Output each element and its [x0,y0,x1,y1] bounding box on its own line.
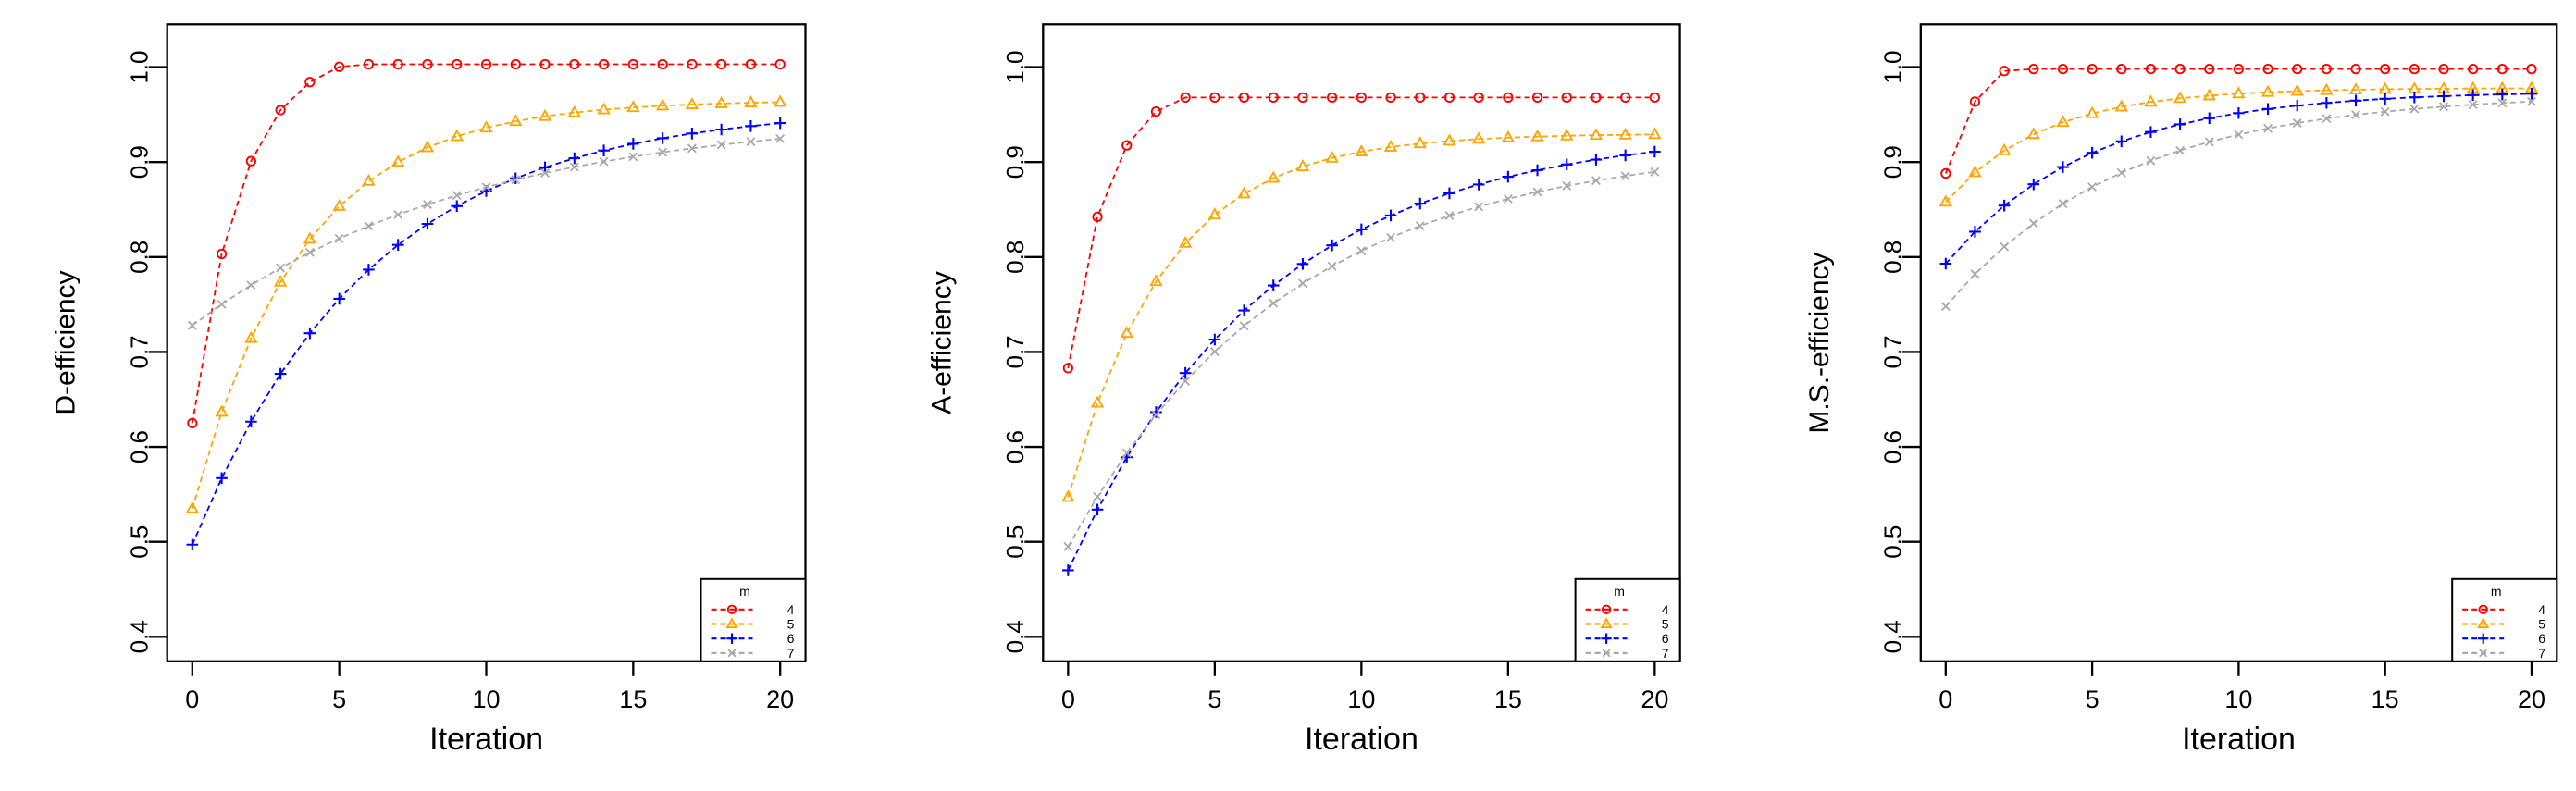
svg-text:0.8: 0.8 [126,241,154,274]
svg-text:10: 10 [1347,686,1375,713]
svg-text:0.9: 0.9 [1879,145,1907,179]
svg-text:5: 5 [2538,617,2545,632]
svg-text:m: m [1614,584,1625,599]
svg-text:15: 15 [619,686,647,713]
svg-text:0.6: 0.6 [126,430,154,463]
svg-text:0.7: 0.7 [126,335,154,368]
svg-text:20: 20 [1641,686,1668,713]
svg-text:1.0: 1.0 [1879,50,1907,83]
svg-text:7: 7 [2538,646,2545,661]
svg-text:5: 5 [332,686,346,713]
svg-text:6: 6 [787,631,795,646]
svg-text:m: m [2491,584,2502,599]
svg-text:0.8: 0.8 [1001,241,1029,274]
svg-text:A-efficiency: A-efficiency [926,271,957,414]
svg-text:5: 5 [1662,617,1669,632]
svg-text:D-efficiency: D-efficiency [51,270,81,414]
svg-text:0.9: 0.9 [126,145,154,179]
svg-text:0.4: 0.4 [1879,620,1907,653]
svg-text:Iteration: Iteration [429,722,543,757]
svg-text:20: 20 [2518,686,2545,713]
svg-text:4: 4 [2538,602,2545,617]
svg-text:0.6: 0.6 [1001,430,1029,463]
svg-text:7: 7 [1662,646,1669,661]
svg-text:15: 15 [1494,686,1522,713]
svg-text:0.7: 0.7 [1001,335,1029,368]
svg-text:0: 0 [185,686,199,713]
svg-text:0.4: 0.4 [126,620,154,653]
svg-text:0.5: 0.5 [126,525,154,559]
svg-text:Iteration: Iteration [2182,722,2296,757]
svg-text:10: 10 [2224,686,2252,713]
svg-text:6: 6 [2538,631,2545,646]
svg-text:m: m [739,584,750,599]
svg-text:0.9: 0.9 [1001,145,1029,179]
svg-text:0: 0 [1938,686,1952,713]
svg-text:0.5: 0.5 [1001,525,1029,559]
svg-text:5: 5 [787,617,795,632]
svg-text:0.8: 0.8 [1879,241,1907,274]
svg-text:5: 5 [2086,686,2099,713]
svg-text:20: 20 [766,686,794,713]
svg-text:M.S.-efficiency: M.S.-efficiency [1804,252,1835,433]
svg-text:0: 0 [1061,686,1075,713]
svg-text:0.7: 0.7 [1879,335,1907,368]
svg-text:7: 7 [787,646,795,661]
svg-text:10: 10 [472,686,500,713]
svg-text:Iteration: Iteration [1305,722,1418,757]
svg-text:15: 15 [2372,686,2399,713]
svg-text:0.6: 0.6 [1879,430,1907,463]
svg-text:4: 4 [787,602,795,617]
svg-text:4: 4 [1662,602,1669,617]
svg-text:0.5: 0.5 [1879,525,1907,559]
svg-text:0.4: 0.4 [1001,620,1029,653]
svg-text:1.0: 1.0 [126,50,154,83]
svg-text:1.0: 1.0 [1001,50,1029,83]
svg-text:5: 5 [1208,686,1221,713]
svg-text:6: 6 [1662,631,1669,646]
